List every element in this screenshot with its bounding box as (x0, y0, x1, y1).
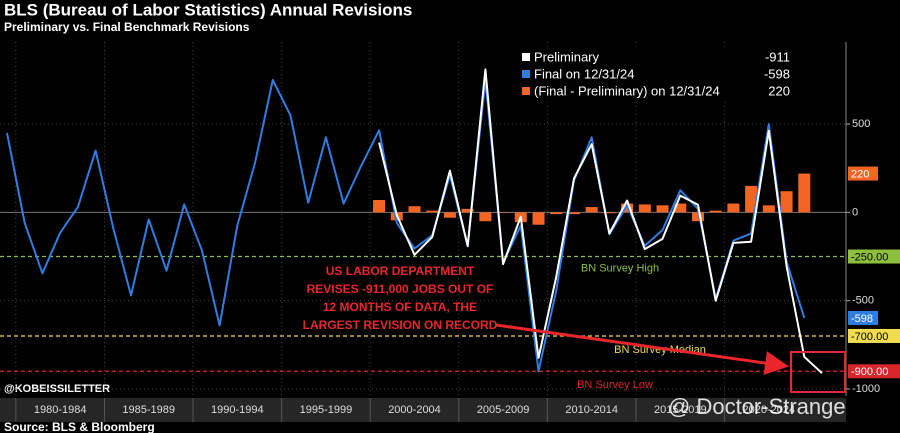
bar (691, 212, 704, 222)
bar (798, 173, 811, 213)
bar (373, 200, 386, 213)
bar (461, 208, 474, 213)
bar (745, 185, 758, 213)
reference-tag (848, 364, 900, 379)
source: Source: BLS & Bloomberg (4, 420, 155, 433)
x-tick-label: 2000-2004 (388, 404, 441, 416)
legend-label: (Final - Preliminary) on 12/31/24 (534, 83, 720, 98)
bar (443, 212, 456, 218)
annotation: 12 MONTHS OF DATA, THE (323, 300, 477, 314)
annotation: LARGEST REVISION ON RECORD (303, 318, 498, 332)
watermark: @ Doctor-Strange (668, 394, 846, 419)
bar (426, 210, 439, 213)
bar (567, 212, 580, 215)
y-tick-label: -500 (852, 295, 874, 307)
x-tick-label: 2005-2009 (477, 404, 530, 416)
annotation: US LABOR DEPARTMENT (326, 264, 475, 278)
x-tick-label: 1985-1989 (122, 404, 175, 416)
x-tick-label: 1980-1984 (34, 404, 87, 416)
bar (727, 203, 740, 213)
legend-swatch (522, 53, 530, 61)
bar (585, 207, 598, 213)
line (378, 68, 823, 374)
y-tick-label: 0 (852, 206, 858, 218)
annotation: REVISES -911,000 JOBS OUT OF (307, 282, 494, 296)
bar (550, 212, 563, 215)
reference-tag-label: -250.00 (851, 251, 888, 263)
bar (497, 212, 510, 213)
legend-value: -911 (765, 49, 790, 64)
reference-tag-label: -900.00 (851, 366, 888, 378)
annotation-arrow (495, 323, 789, 375)
series-tag-label: -598 (851, 313, 873, 325)
reference-tag (848, 249, 900, 264)
bar (709, 210, 722, 213)
x-tick-label: 2010-2014 (565, 404, 618, 416)
bar (780, 191, 793, 213)
series-tag (848, 166, 878, 181)
bar (408, 206, 421, 213)
bar (638, 204, 651, 213)
bar (762, 205, 775, 213)
legend-value: 220 (768, 83, 790, 98)
chart-subtitle: Preliminary vs. Final Benchmark Revision… (4, 20, 250, 34)
x-tick-label: 1990-1994 (211, 404, 264, 416)
bar (603, 212, 616, 214)
legend-label: Final on 12/31/24 (534, 66, 634, 81)
reference-tag (848, 328, 900, 343)
handle: @KOBEISSILETTER (4, 383, 110, 395)
x-tick-label: 1995-1999 (300, 404, 353, 416)
legend-box (520, 48, 800, 100)
x-axis-band (0, 398, 846, 422)
x-tick-label: 2015-2019 (654, 404, 707, 416)
legend-swatch (522, 87, 530, 95)
chart-title: BLS (Bureau of Labor Statistics) Annual … (4, 0, 412, 19)
bar (656, 205, 669, 213)
legend-swatch (522, 70, 530, 78)
bar (532, 212, 545, 225)
bar (621, 203, 634, 213)
legend-value: -598 (764, 66, 790, 81)
bar (674, 203, 687, 213)
legend-label: Preliminary (534, 49, 600, 64)
bar (479, 212, 492, 222)
reference-label: BN Survey High (581, 262, 659, 274)
reference-label: BN Survey Low (577, 379, 653, 391)
series-tag (848, 310, 878, 325)
y-tick-label: -1000 (852, 383, 880, 395)
x-tick-label: 2020-2024 (743, 404, 796, 416)
series-tag-label: 220 (851, 168, 869, 180)
y-tick-label: 500 (852, 118, 870, 130)
reference-tag-label: -700.00 (851, 331, 888, 343)
highlight-box (790, 351, 846, 393)
